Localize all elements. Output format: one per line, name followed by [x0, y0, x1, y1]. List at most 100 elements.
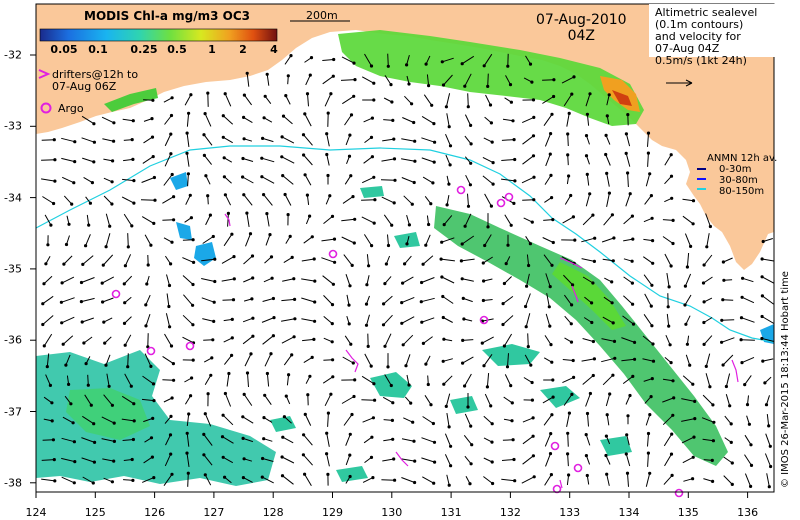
- velocity-arrow-head: [413, 459, 417, 463]
- velocity-arrow: [546, 293, 550, 307]
- velocity-arrow: [324, 93, 332, 107]
- velocity-arrow-head: [524, 304, 528, 309]
- velocity-arrow-head: [530, 80, 534, 84]
- velocity-arrow-head: [131, 119, 135, 123]
- velocity-arrow: [566, 413, 570, 427]
- velocity-arrow-head: [242, 115, 246, 120]
- velocity-arrow: [186, 433, 190, 447]
- velocity-arrow: [223, 136, 233, 144]
- velocity-arrow-head: [585, 172, 589, 176]
- velocity-arrow-head: [73, 160, 77, 164]
- velocity-arrow: [681, 398, 695, 402]
- velocity-arrow-head: [381, 323, 386, 327]
- velocity-arrow-head: [691, 199, 696, 203]
- velocity-arrow: [182, 275, 194, 285]
- velocity-arrow-head: [421, 262, 425, 266]
- velocity-arrow-head: [172, 218, 176, 222]
- velocity-arrow: [401, 296, 415, 304]
- velocity-arrow-head: [691, 382, 695, 386]
- velocity-arrow-head: [570, 392, 574, 396]
- y-tick-label: -36: [4, 333, 22, 347]
- velocity-arrow-head: [242, 93, 246, 97]
- velocity-arrow: [585, 193, 591, 207]
- velocity-arrow-head: [411, 420, 415, 424]
- velocity-arrow: [422, 476, 434, 484]
- velocity-arrow: [581, 237, 595, 243]
- velocity-arrow-head: [468, 183, 472, 187]
- velocity-arrow-head: [491, 182, 495, 186]
- velocity-arrow-head: [549, 343, 553, 347]
- x-tick-label: 136: [737, 506, 759, 519]
- velocity-arrow: [243, 477, 253, 483]
- velocity-arrow-head: [187, 111, 191, 115]
- altimetry-line: (0.1m contours): [655, 18, 744, 31]
- velocity-arrow-head: [146, 345, 150, 349]
- velocity-arrow-head: [188, 193, 192, 197]
- velocity-arrow: [261, 176, 275, 184]
- velocity-arrow: [63, 255, 73, 265]
- isobath-200m: [35, 145, 775, 343]
- velocity-arrow-head: [208, 213, 212, 217]
- velocity-arrow: [567, 154, 569, 166]
- velocity-arrow-head: [202, 453, 206, 457]
- velocity-arrow: [404, 95, 412, 105]
- velocity-arrow: [503, 333, 513, 347]
- velocity-arrow-head: [332, 57, 336, 62]
- velocity-arrow-head: [293, 317, 297, 321]
- velocity-arrow-head: [265, 212, 269, 216]
- velocity-arrow-head: [392, 201, 396, 205]
- velocity-arrow-head: [749, 484, 753, 488]
- velocity-arrow: [582, 276, 594, 284]
- velocity-arrow-head: [708, 385, 712, 389]
- velocity-arrow-head: [489, 204, 493, 208]
- velocity-arrow-head: [667, 285, 671, 289]
- velocity-arrow: [647, 453, 649, 467]
- velocity-arrow: [542, 96, 554, 104]
- velocity-arrow: [585, 93, 591, 107]
- velocity-arrow: [222, 436, 234, 444]
- velocity-arrow: [445, 134, 451, 146]
- velocity-arrow: [382, 138, 394, 142]
- velocity-arrow-head: [548, 324, 552, 328]
- velocity-arrow: [765, 433, 771, 447]
- velocity-arrow: [482, 175, 494, 185]
- velocity-arrow-head: [469, 462, 473, 466]
- velocity-arrow-head: [441, 83, 446, 87]
- velocity-arrow-head: [45, 365, 49, 369]
- velocity-arrow-head: [510, 401, 514, 405]
- velocity-arrow-head: [348, 432, 352, 436]
- velocity-arrow: [42, 295, 54, 305]
- velocity-arrow: [383, 119, 393, 121]
- velocity-arrow: [485, 94, 491, 106]
- velocity-arrow: [664, 175, 672, 185]
- velocity-arrow: [283, 256, 293, 264]
- velocity-arrow-head: [502, 281, 506, 286]
- velocity-arrow-head: [488, 103, 493, 107]
- velocity-arrow-head: [760, 275, 764, 279]
- velocity-arrow-head: [367, 264, 371, 268]
- velocity-arrow: [626, 434, 630, 446]
- velocity-arrow-head: [151, 382, 156, 386]
- velocity-arrow: [182, 314, 194, 326]
- velocity-arrow: [243, 277, 253, 283]
- velocity-arrow: [502, 118, 514, 122]
- velocity-arrow-head: [432, 481, 436, 485]
- velocity-arrow: [343, 254, 353, 266]
- velocity-arrow-head: [571, 215, 576, 219]
- velocity-arrow-head: [439, 257, 443, 261]
- velocity-arrow-head: [612, 236, 616, 240]
- velocity-arrow: [462, 339, 474, 341]
- velocity-arrow-head: [400, 301, 404, 305]
- velocity-arrow: [284, 194, 292, 206]
- velocity-arrow-head: [250, 254, 255, 258]
- velocity-arrow-head: [72, 440, 77, 444]
- velocity-arrow-head: [222, 175, 226, 179]
- velocity-arrow-head: [44, 262, 48, 266]
- x-tick-label: 135: [677, 506, 699, 519]
- velocity-arrow: [182, 239, 194, 241]
- velocity-arrow: [141, 398, 155, 402]
- velocity-arrow-head: [528, 242, 533, 246]
- velocity-arrow: [81, 457, 95, 463]
- velocity-arrow-head: [372, 81, 376, 85]
- velocity-arrow: [606, 94, 610, 106]
